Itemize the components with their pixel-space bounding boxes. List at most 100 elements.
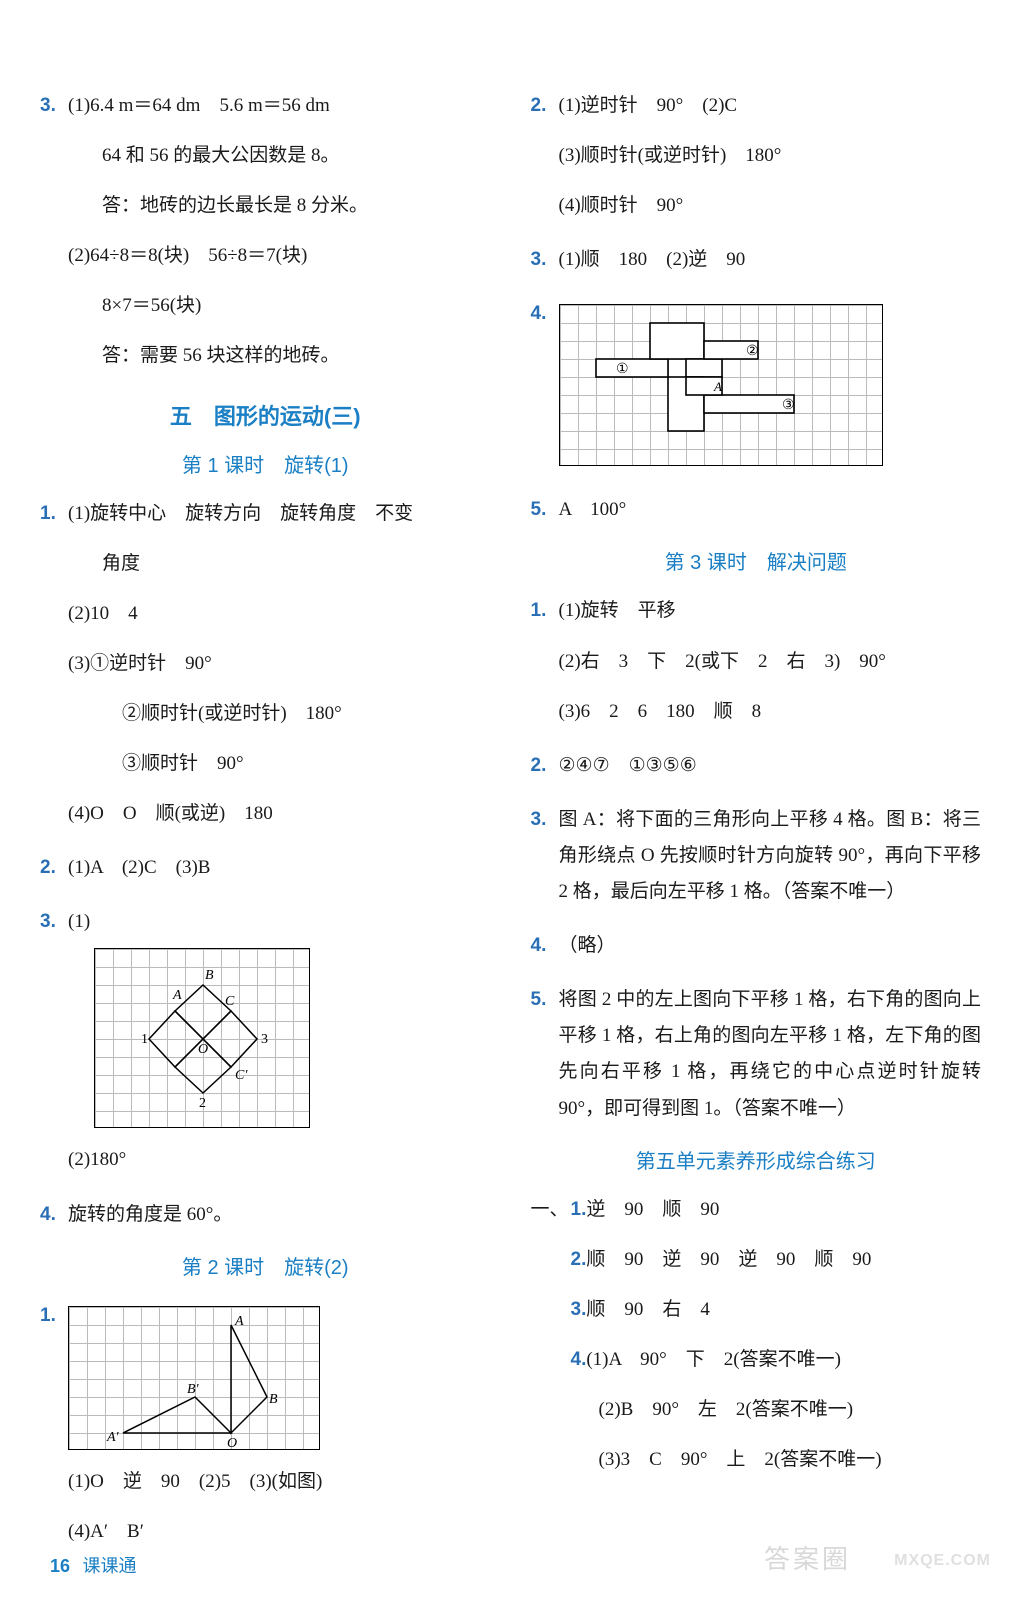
- question-number: 2.: [571, 1249, 587, 1270]
- answer-line: (4)O O 顺(或逆) 180: [68, 796, 491, 832]
- answer-line: 角度: [68, 546, 491, 582]
- figure-rotation-petals: O B A C 1 3 C′ 2: [94, 948, 310, 1128]
- question-number: 4.: [531, 296, 559, 332]
- list-row: 4.(1)A 90° 下 2(答案不唯一): [571, 1342, 982, 1378]
- answer-content: (1)6.4 m＝64 dm 5.6 m＝56 dm 64 和 56 的最大公因…: [68, 88, 491, 375]
- unit-practice-heading: 第五单元素养形成综合练习: [531, 1145, 982, 1174]
- answer-line: (3)3 C 90° 上 2(答案不唯一): [571, 1442, 982, 1478]
- svg-text:A: A: [172, 988, 182, 1003]
- svg-text:②: ②: [746, 344, 759, 359]
- q2-left: 2. (1)A (2)C (3)B: [40, 850, 491, 886]
- question-number: 2.: [531, 748, 559, 784]
- page-number: 16: [50, 1556, 70, 1576]
- question-number: 3.: [531, 242, 559, 278]
- answer-line: (2)180°: [68, 1142, 491, 1178]
- list-row: 2.顺 90 逆 90 逆 90 顺 90: [571, 1242, 982, 1278]
- question-number: 1.: [531, 593, 559, 629]
- q4-right: 4. ① ②: [531, 296, 982, 474]
- question-number: 1.: [571, 1199, 587, 1220]
- q1b-left: 1. A B′ B A′ O (1)O 逆 90 (2)5: [40, 1298, 491, 1550]
- figure-block-shapes: ① ② A ③: [559, 304, 883, 466]
- question-number: 2.: [40, 850, 68, 886]
- right-column: 2. (1)逆时针 90° (2)C (3)顺时针(或逆时针) 180° (4)…: [531, 70, 982, 1568]
- answer-line: (3)顺时针(或逆时针) 180°: [559, 138, 982, 174]
- q5-right: 5. A 100°: [531, 492, 982, 528]
- page-root: 3. (1)6.4 m＝64 dm 5.6 m＝56 dm 64 和 56 的最…: [0, 0, 1021, 1588]
- q4b-right: 4. （略）: [531, 928, 982, 964]
- section-label: 一、: [531, 1192, 571, 1228]
- answer-line: 顺 90 逆 90 逆 90 顺 90: [586, 1249, 871, 1270]
- question-number: 1.: [40, 496, 68, 532]
- q5b-right: 5. 将图 2 中的左上图向下平移 1 格，右下角的图向上平移 1 格，右上角的…: [531, 982, 982, 1126]
- question-number: 5.: [531, 492, 559, 528]
- answer-line: (1)旋转 平移: [559, 593, 982, 629]
- answer-line: (2)右 3 下 2(或下 2 右 3) 90°: [559, 644, 982, 680]
- svg-text:A′: A′: [106, 1430, 120, 1445]
- q2-right: 2. (1)逆时针 90° (2)C (3)顺时针(或逆时针) 180° (4)…: [531, 88, 982, 224]
- q4-left: 4. 旋转的角度是 60°。: [40, 1197, 491, 1233]
- unit-heading: 五 图形的运动(三): [40, 399, 491, 431]
- answer-line: （略）: [559, 928, 982, 964]
- question-number: 4.: [531, 928, 559, 964]
- svg-text:A: A: [713, 379, 722, 394]
- answer-content: (1)旋转 平移 (2)右 3 下 2(或下 2 右 3) 90° (3)6 2…: [559, 593, 982, 729]
- answer-line: (2)64÷8＝8(块) 56÷8＝7(块): [68, 238, 491, 274]
- answer-line: A 100°: [559, 492, 982, 528]
- svg-text:B: B: [269, 1392, 278, 1407]
- answer-line: (1)A 90° 下 2(答案不唯一): [586, 1349, 841, 1370]
- answer-line: (1)O 逆 90 (2)5 (3)(如图): [68, 1464, 491, 1500]
- svg-text:A: A: [234, 1314, 244, 1329]
- q3b-right: 3. 图 A：将下面的三角形向上平移 4 格。图 B：将三角形绕点 O 先按顺时…: [531, 802, 982, 910]
- answer-line: (1)6.4 m＝64 dm 5.6 m＝56 dm: [68, 88, 491, 124]
- answer-line: (2)10 4: [68, 596, 491, 632]
- list-row: 1.逆 90 顺 90: [571, 1192, 982, 1228]
- answer-line: (1)顺 180 (2)逆 90: [559, 242, 982, 278]
- question-number: 5.: [531, 982, 559, 1018]
- answer-content: (1)逆时针 90° (2)C (3)顺时针(或逆时针) 180° (4)顺时针…: [559, 88, 982, 224]
- figure-triangle-rotate: A B′ B A′ O: [68, 1306, 320, 1450]
- question-number: 3.: [531, 802, 559, 838]
- q2b-right: 2. ②④⑦ ①③⑤⑥: [531, 748, 982, 784]
- question-number: 1.: [40, 1298, 68, 1334]
- svg-text:③: ③: [782, 398, 795, 413]
- answer-line: ③顺时针 90°: [68, 746, 491, 782]
- svg-text:①: ①: [616, 362, 629, 377]
- answer-content: (1)旋转中心 旋转方向 旋转角度 不变 角度 (2)10 4 (3)①逆时针 …: [68, 496, 491, 833]
- answer-line: 答：地砖的边长最长是 8 分米。: [68, 188, 491, 224]
- svg-text:C: C: [225, 994, 235, 1009]
- answer-line: (1)逆时针 90° (2)C: [559, 88, 982, 124]
- question-number: 2.: [531, 88, 559, 124]
- diagram-svg: O B A C 1 3 C′ 2: [95, 949, 311, 1129]
- page-footer: 16 课课通: [50, 1552, 137, 1578]
- answer-line: 答：需要 56 块这样的地砖。: [68, 338, 491, 374]
- lesson-heading: 第 3 课时 解决问题: [531, 546, 982, 575]
- question-number: 4.: [40, 1197, 68, 1233]
- list-row: 3.顺 90 右 4: [571, 1292, 982, 1328]
- answer-line: (1): [68, 904, 491, 940]
- answer-line: (4)顺时针 90°: [559, 188, 982, 224]
- question-number: 3.: [40, 904, 68, 940]
- answer-content: A B′ B A′ O (1)O 逆 90 (2)5 (3)(如图) (4)A′…: [68, 1298, 491, 1550]
- question-number: 4.: [571, 1349, 587, 1370]
- q3-right: 3. (1)顺 180 (2)逆 90: [531, 242, 982, 278]
- answer-content: (1) O B A C 1: [68, 904, 491, 1178]
- lesson-heading: 第 1 课时 旋转(1): [40, 449, 491, 478]
- answer-line: 旋转的角度是 60°。: [68, 1197, 491, 1233]
- answer-content: ① ② A ③: [559, 296, 982, 474]
- watermark-text: 答案圈: [764, 1539, 851, 1576]
- answer-line: 顺 90 右 4: [586, 1299, 710, 1320]
- answer-line: (3)6 2 6 180 顺 8: [559, 694, 982, 730]
- answer-line: (1)A (2)C (3)B: [68, 850, 491, 886]
- svg-text:B: B: [205, 968, 214, 983]
- svg-text:O: O: [227, 1436, 237, 1451]
- question-number: 3.: [571, 1299, 587, 1320]
- q3b-left: 3. (1) O B A C: [40, 904, 491, 1178]
- svg-text:B′: B′: [187, 1382, 200, 1397]
- answer-line: ②顺时针(或逆时针) 180°: [68, 696, 491, 732]
- book-title: 课课通: [83, 1556, 137, 1576]
- answer-line: 图 A：将下面的三角形向上平移 4 格。图 B：将三角形绕点 O 先按顺时针方向…: [559, 802, 982, 910]
- left-column: 3. (1)6.4 m＝64 dm 5.6 m＝56 dm 64 和 56 的最…: [40, 70, 491, 1568]
- diagram-svg: A B′ B A′ O: [69, 1307, 321, 1451]
- answer-line: 8×7＝56(块): [68, 288, 491, 324]
- watermark-url: MXQE.COM: [894, 1552, 991, 1570]
